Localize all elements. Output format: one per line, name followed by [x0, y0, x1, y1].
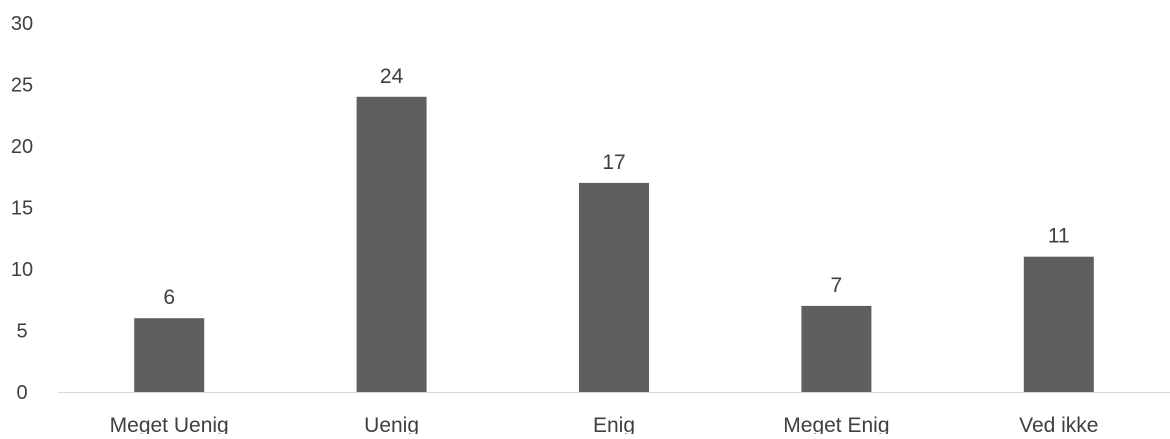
- data-label: 7: [831, 274, 843, 297]
- data-label: 24: [380, 65, 404, 88]
- y-tick-label: 30: [11, 13, 33, 35]
- bar: [1023, 256, 1094, 392]
- x-tick-label: Uenig: [364, 414, 419, 434]
- y-axis-ticks: 0 5 10 15 20 25 30: [11, 13, 33, 404]
- bar: [579, 182, 649, 392]
- y-tick-label: 20: [11, 136, 33, 158]
- x-tick-label: Meget Enig: [783, 414, 889, 434]
- data-label: 6: [163, 286, 175, 309]
- x-tick-label: Enig: [593, 414, 635, 434]
- y-tick-label: 10: [11, 259, 33, 281]
- y-tick-label: 5: [16, 321, 27, 343]
- bar: [356, 96, 427, 393]
- data-label: 17: [602, 151, 625, 174]
- bar: [801, 305, 872, 392]
- bar: [134, 318, 205, 392]
- data-labels-group: 6 24 17 7 11: [163, 65, 1069, 309]
- y-tick-label: 0: [16, 382, 27, 404]
- x-tick-label: Ved ikke: [1019, 414, 1098, 434]
- x-axis-ticks: Meget Uenig Uenig Enig Meget Enig Ved ikke: [110, 414, 1099, 437]
- y-tick-label: 25: [11, 75, 33, 97]
- bars-group: [134, 96, 1094, 393]
- data-label: 11: [1048, 225, 1070, 248]
- y-tick-label: 15: [11, 198, 33, 220]
- x-tick-label: Meget Uenig: [110, 414, 229, 434]
